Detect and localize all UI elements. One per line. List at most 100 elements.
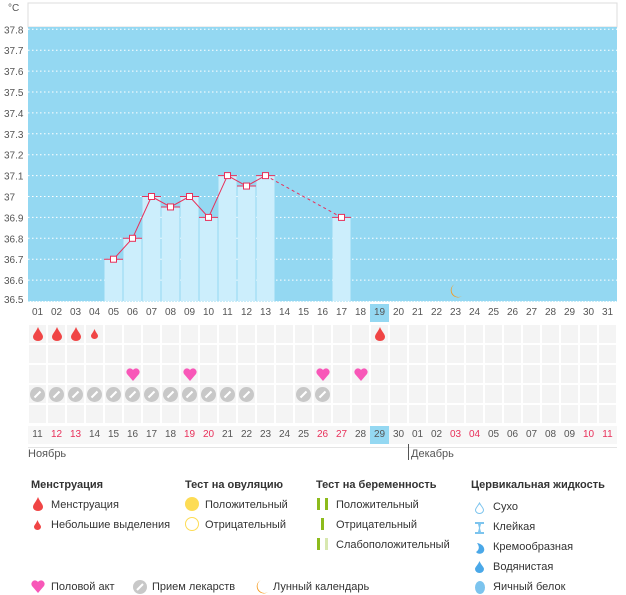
grid-cell[interactable] — [276, 365, 293, 383]
calendar-date[interactable]: 03 — [446, 426, 465, 444]
cycle-day-label[interactable]: 13 — [259, 307, 272, 318]
cycle-day-label[interactable]: 17 — [335, 307, 348, 318]
grid-cell[interactable] — [200, 325, 217, 343]
grid-cell[interactable] — [276, 385, 293, 403]
grid-cell[interactable] — [390, 405, 407, 423]
pill-icon[interactable] — [28, 385, 47, 403]
cycle-day-label[interactable]: 12 — [240, 307, 253, 318]
pill-icon[interactable] — [161, 385, 180, 403]
grid-cell[interactable] — [485, 385, 502, 403]
menstruation-drop-icon[interactable] — [370, 325, 389, 343]
calendar-date[interactable]: 13 — [66, 426, 85, 444]
grid-cell[interactable] — [485, 405, 502, 423]
calendar-date[interactable]: 27 — [332, 426, 351, 444]
grid-cell[interactable] — [409, 325, 426, 343]
grid-cell[interactable] — [561, 365, 578, 383]
grid-cell[interactable] — [162, 405, 179, 423]
grid-cell[interactable] — [29, 405, 46, 423]
grid-cell[interactable] — [257, 405, 274, 423]
grid-cell[interactable] — [542, 405, 559, 423]
grid-cell[interactable] — [143, 325, 160, 343]
grid-cell[interactable] — [238, 405, 255, 423]
calendar-date[interactable]: 21 — [218, 426, 237, 444]
calendar-date[interactable]: 15 — [104, 426, 123, 444]
grid-cell[interactable] — [599, 405, 616, 423]
grid-cell[interactable] — [352, 385, 369, 403]
grid-cell[interactable] — [409, 345, 426, 363]
grid-cell[interactable] — [390, 385, 407, 403]
grid-cell[interactable] — [200, 365, 217, 383]
grid-cell[interactable] — [466, 325, 483, 343]
grid-cell[interactable] — [409, 385, 426, 403]
grid-cell[interactable] — [447, 325, 464, 343]
cycle-day-label[interactable]: 04 — [88, 307, 101, 318]
calendar-date[interactable]: 02 — [427, 426, 446, 444]
grid-cell[interactable] — [67, 405, 84, 423]
grid-cell[interactable] — [390, 365, 407, 383]
cycle-day-label[interactable]: 18 — [354, 307, 367, 318]
grid-cell[interactable] — [352, 405, 369, 423]
heart-icon[interactable] — [351, 365, 370, 383]
grid-cell[interactable] — [48, 405, 65, 423]
grid-cell[interactable] — [485, 345, 502, 363]
calendar-date[interactable]: 01 — [408, 426, 427, 444]
grid-cell[interactable] — [371, 345, 388, 363]
grid-cell[interactable] — [181, 325, 198, 343]
pill-icon[interactable] — [313, 385, 332, 403]
cycle-day-label[interactable]: 23 — [449, 307, 462, 318]
cycle-day-label[interactable]: 10 — [202, 307, 215, 318]
pill-icon[interactable] — [123, 385, 142, 403]
grid-cell[interactable] — [295, 365, 312, 383]
grid-cell[interactable] — [219, 325, 236, 343]
grid-cell[interactable] — [428, 365, 445, 383]
grid-cell[interactable] — [333, 365, 350, 383]
grid-cell[interactable] — [523, 385, 540, 403]
grid-cell[interactable] — [238, 345, 255, 363]
calendar-date[interactable]: 19 — [180, 426, 199, 444]
grid-cell[interactable] — [428, 325, 445, 343]
cycle-day-label[interactable]: 30 — [582, 307, 595, 318]
grid-cell[interactable] — [219, 345, 236, 363]
grid-cell[interactable] — [295, 405, 312, 423]
calendar-date[interactable]: 06 — [503, 426, 522, 444]
grid-cell[interactable] — [257, 385, 274, 403]
calendar-date[interactable]: 14 — [85, 426, 104, 444]
grid-cell[interactable] — [561, 385, 578, 403]
grid-cell[interactable] — [124, 405, 141, 423]
grid-cell[interactable] — [599, 365, 616, 383]
calendar-date[interactable]: 20 — [199, 426, 218, 444]
grid-cell[interactable] — [105, 325, 122, 343]
grid-cell[interactable] — [561, 345, 578, 363]
pill-icon[interactable] — [66, 385, 85, 403]
calendar-date[interactable]: 24 — [275, 426, 294, 444]
grid-cell[interactable] — [257, 365, 274, 383]
grid-cell[interactable] — [86, 405, 103, 423]
cycle-day-label[interactable]: 29 — [563, 307, 576, 318]
calendar-date[interactable]: 09 — [560, 426, 579, 444]
grid-cell[interactable] — [485, 325, 502, 343]
grid-cell[interactable] — [504, 325, 521, 343]
cycle-day-label[interactable]: 03 — [69, 307, 82, 318]
menstruation-drop-icon[interactable] — [47, 325, 66, 343]
grid-cell[interactable] — [162, 345, 179, 363]
cycle-day-label[interactable]: 11 — [222, 307, 233, 318]
grid-cell[interactable] — [29, 365, 46, 383]
menstruation-drop-icon[interactable] — [66, 325, 85, 343]
grid-cell[interactable] — [181, 405, 198, 423]
grid-cell[interactable] — [428, 385, 445, 403]
grid-cell[interactable] — [390, 325, 407, 343]
pill-icon[interactable] — [142, 385, 161, 403]
calendar-date[interactable]: 17 — [142, 426, 161, 444]
cycle-day-label[interactable]: 14 — [278, 307, 291, 318]
cycle-day-label[interactable]: 19 — [370, 304, 389, 322]
grid-cell[interactable] — [105, 365, 122, 383]
pill-icon[interactable] — [294, 385, 313, 403]
cycle-day-label[interactable]: 26 — [506, 307, 519, 318]
grid-cell[interactable] — [599, 385, 616, 403]
grid-cell[interactable] — [105, 405, 122, 423]
grid-cell[interactable] — [333, 325, 350, 343]
grid-cell[interactable] — [86, 345, 103, 363]
cycle-day-label[interactable]: 16 — [316, 307, 329, 318]
grid-cell[interactable] — [333, 385, 350, 403]
cycle-day-label[interactable]: 22 — [430, 307, 443, 318]
